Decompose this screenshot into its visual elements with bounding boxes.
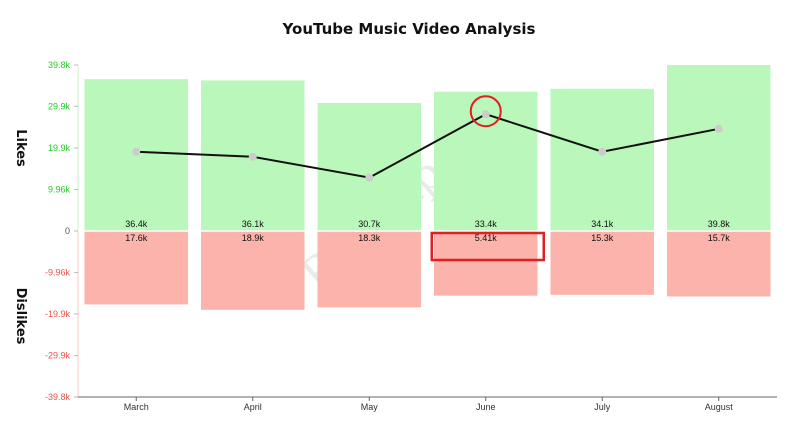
y-tick-label: -9.96k <box>45 268 71 278</box>
y-tick-label: -29.9k <box>45 351 71 361</box>
line-point <box>714 124 723 133</box>
y-tick-label: 29.9k <box>48 101 71 111</box>
line-point <box>248 152 257 161</box>
dislikes-data-label: 18.3k <box>358 233 381 243</box>
y-tick-label: -39.8k <box>45 392 71 402</box>
highlight-circle <box>469 95 502 128</box>
line-point <box>598 147 607 156</box>
line-point <box>132 147 141 156</box>
likes-bar <box>317 102 421 231</box>
line-point <box>365 173 374 182</box>
x-tick-label: June <box>476 402 496 412</box>
y-axis-label-likes: Likes <box>13 129 28 167</box>
likes-data-label: 39.8k <box>708 219 731 229</box>
dislikes-bar <box>201 231 305 310</box>
dislikes-data-label: 17.6k <box>125 233 148 243</box>
dislikes-bar <box>667 231 771 297</box>
highlight-rectangle <box>430 231 545 262</box>
x-tick-label: August <box>705 402 734 412</box>
dislikes-data-label: 15.3k <box>591 233 614 243</box>
y-axis-label-dislikes: Dislikes <box>13 288 28 345</box>
chart-title: YouTube Music Video Analysis <box>282 20 536 38</box>
x-tick-label: April <box>244 402 262 412</box>
y-tick-label: 9.96k <box>48 184 71 194</box>
trend-line <box>136 113 719 179</box>
likes-data-label: 30.7k <box>358 219 381 229</box>
dislikes-bar <box>550 231 654 295</box>
plot-area: PPCexpo39.8k29.9k19.9k9.96k0-9.96k-19.9k… <box>45 60 777 412</box>
dislikes-bar <box>84 231 188 305</box>
y-tick-label: 39.8k <box>48 60 71 70</box>
y-tick-label: -19.9k <box>45 309 71 319</box>
likes-data-label: 34.1k <box>591 219 614 229</box>
dislikes-bar <box>434 231 538 296</box>
likes-data-label: 33.4k <box>475 219 498 229</box>
x-tick-label: May <box>361 402 379 412</box>
dislikes-data-label: 5.41k <box>475 233 498 243</box>
dislikes-data-label: 18.9k <box>242 233 265 243</box>
x-tick-label: July <box>594 402 611 412</box>
dislikes-bar <box>317 231 421 308</box>
likes-bar <box>667 65 771 231</box>
likes-bar <box>550 88 654 232</box>
y-tick-label: 0 <box>65 226 70 236</box>
likes-data-label: 36.4k <box>125 219 148 229</box>
line-point <box>481 110 490 119</box>
likes-data-label: 36.1k <box>242 219 265 229</box>
y-tick-label: 19.9k <box>48 143 71 153</box>
x-tick-label: March <box>124 402 149 412</box>
dislikes-data-label: 15.7k <box>708 233 731 243</box>
